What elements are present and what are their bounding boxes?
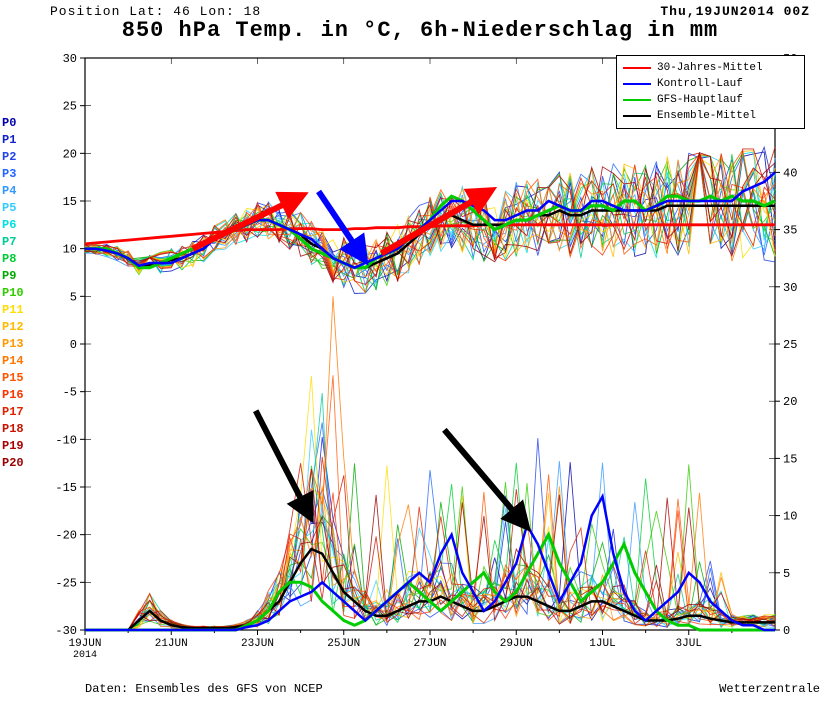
ensemble-label: P2 bbox=[2, 149, 24, 166]
legend: 30-Jahres-Mittel Kontroll-Lauf GFS-Hauptla… bbox=[616, 55, 805, 129]
y-tick-right: 35 bbox=[783, 224, 797, 238]
ensemble-label: P13 bbox=[2, 336, 24, 353]
y-tick-left: 15 bbox=[63, 195, 77, 209]
ensemble-label: P15 bbox=[2, 370, 24, 387]
ensemble-label: P4 bbox=[2, 183, 24, 200]
legend-item: Kontroll-Lauf bbox=[623, 76, 798, 92]
chart-container: Position Lat: 46 Lon: 18 Thu,19JUN2014 0… bbox=[0, 0, 840, 701]
y-tick-left: 20 bbox=[63, 147, 77, 161]
ensemble-label: P6 bbox=[2, 217, 24, 234]
x-tick: 25JUN bbox=[327, 638, 360, 650]
y-tick-left: 30 bbox=[63, 52, 77, 66]
x-tick: 23JUN bbox=[241, 638, 274, 650]
ensemble-label: P10 bbox=[2, 285, 24, 302]
ensemble-label: P3 bbox=[2, 166, 24, 183]
ensemble-label: P12 bbox=[2, 319, 24, 336]
legend-item: GFS-Hauptlauf bbox=[623, 92, 798, 108]
x-tick-sub: 2014 bbox=[73, 650, 97, 660]
ensemble-label: P20 bbox=[2, 455, 24, 472]
legend-item: Ensemble-Mittel bbox=[623, 108, 798, 124]
y-tick-left: -15 bbox=[55, 481, 77, 495]
chart-title: 850 hPa Temp. in °C, 6h-Niederschlag in … bbox=[0, 18, 840, 43]
ensemble-label: P19 bbox=[2, 438, 24, 455]
ensemble-label: P7 bbox=[2, 234, 24, 251]
legend-label: GFS-Hauptlauf bbox=[657, 94, 743, 106]
header-position: Position Lat: 46 Lon: 18 bbox=[50, 4, 261, 19]
ensemble-label: P5 bbox=[2, 200, 24, 217]
footer-source: Daten: Ensembles des GFS von NCEP bbox=[85, 682, 323, 696]
ensemble-member-labels: P0P1P2P3P4P5P6P7P8P9P10P11P12P13P14P15P1… bbox=[2, 115, 24, 472]
x-tick: 1JUL bbox=[589, 638, 615, 650]
legend-swatch bbox=[623, 115, 651, 117]
legend-swatch bbox=[623, 83, 651, 85]
footer-credit: Wetterzentrale bbox=[719, 682, 820, 696]
y-tick-left: 0 bbox=[70, 338, 77, 352]
y-tick-right: 30 bbox=[783, 281, 797, 295]
x-tick: 27JUN bbox=[413, 638, 446, 650]
ensemble-label: P8 bbox=[2, 251, 24, 268]
ensemble-label: P16 bbox=[2, 387, 24, 404]
y-tick-left: 5 bbox=[70, 290, 77, 304]
ensemble-label: P1 bbox=[2, 132, 24, 149]
x-tick: 21JUN bbox=[155, 638, 188, 650]
x-tick: 29JUN bbox=[500, 638, 533, 650]
legend-label: Kontroll-Lauf bbox=[657, 78, 743, 90]
ensemble-label: P11 bbox=[2, 302, 24, 319]
y-tick-left: 25 bbox=[63, 100, 77, 114]
y-tick-right: 25 bbox=[783, 338, 797, 352]
x-tick: 19JUN bbox=[68, 638, 101, 650]
annotation-arrow bbox=[256, 411, 310, 516]
y-tick-right: 10 bbox=[783, 510, 797, 524]
ensemble-label: P0 bbox=[2, 115, 24, 132]
y-tick-left: -20 bbox=[55, 529, 77, 543]
y-tick-right: 15 bbox=[783, 452, 797, 466]
legend-label: Ensemble-Mittel bbox=[657, 110, 756, 122]
y-tick-right: 40 bbox=[783, 166, 797, 180]
y-tick-right: 0 bbox=[783, 624, 790, 638]
y-tick-left: -10 bbox=[55, 433, 77, 447]
y-tick-right: 5 bbox=[783, 567, 790, 581]
y-tick-left: -25 bbox=[55, 576, 77, 590]
legend-item: 30-Jahres-Mittel bbox=[623, 60, 798, 76]
legend-swatch bbox=[623, 99, 651, 101]
legend-label: 30-Jahres-Mittel bbox=[657, 62, 763, 74]
ensemble-label: P9 bbox=[2, 268, 24, 285]
y-tick-left: -5 bbox=[63, 386, 77, 400]
ensemble-label: P17 bbox=[2, 404, 24, 421]
y-tick-left: 10 bbox=[63, 243, 77, 257]
y-tick-right: 20 bbox=[783, 395, 797, 409]
ensemble-label: P14 bbox=[2, 353, 24, 370]
legend-swatch bbox=[623, 67, 651, 69]
annotation-arrow bbox=[444, 430, 525, 525]
header-datetime: Thu,19JUN2014 00Z bbox=[660, 4, 810, 19]
y-tick-left: -30 bbox=[55, 624, 77, 638]
ensemble-label: P18 bbox=[2, 421, 24, 438]
line-chart: -30 -25 -20 -15 -10 -5 0 5 10 15 20 25 30 0 5 10 15 20 25 3… bbox=[50, 50, 810, 660]
x-tick: 3JUL bbox=[676, 638, 702, 650]
